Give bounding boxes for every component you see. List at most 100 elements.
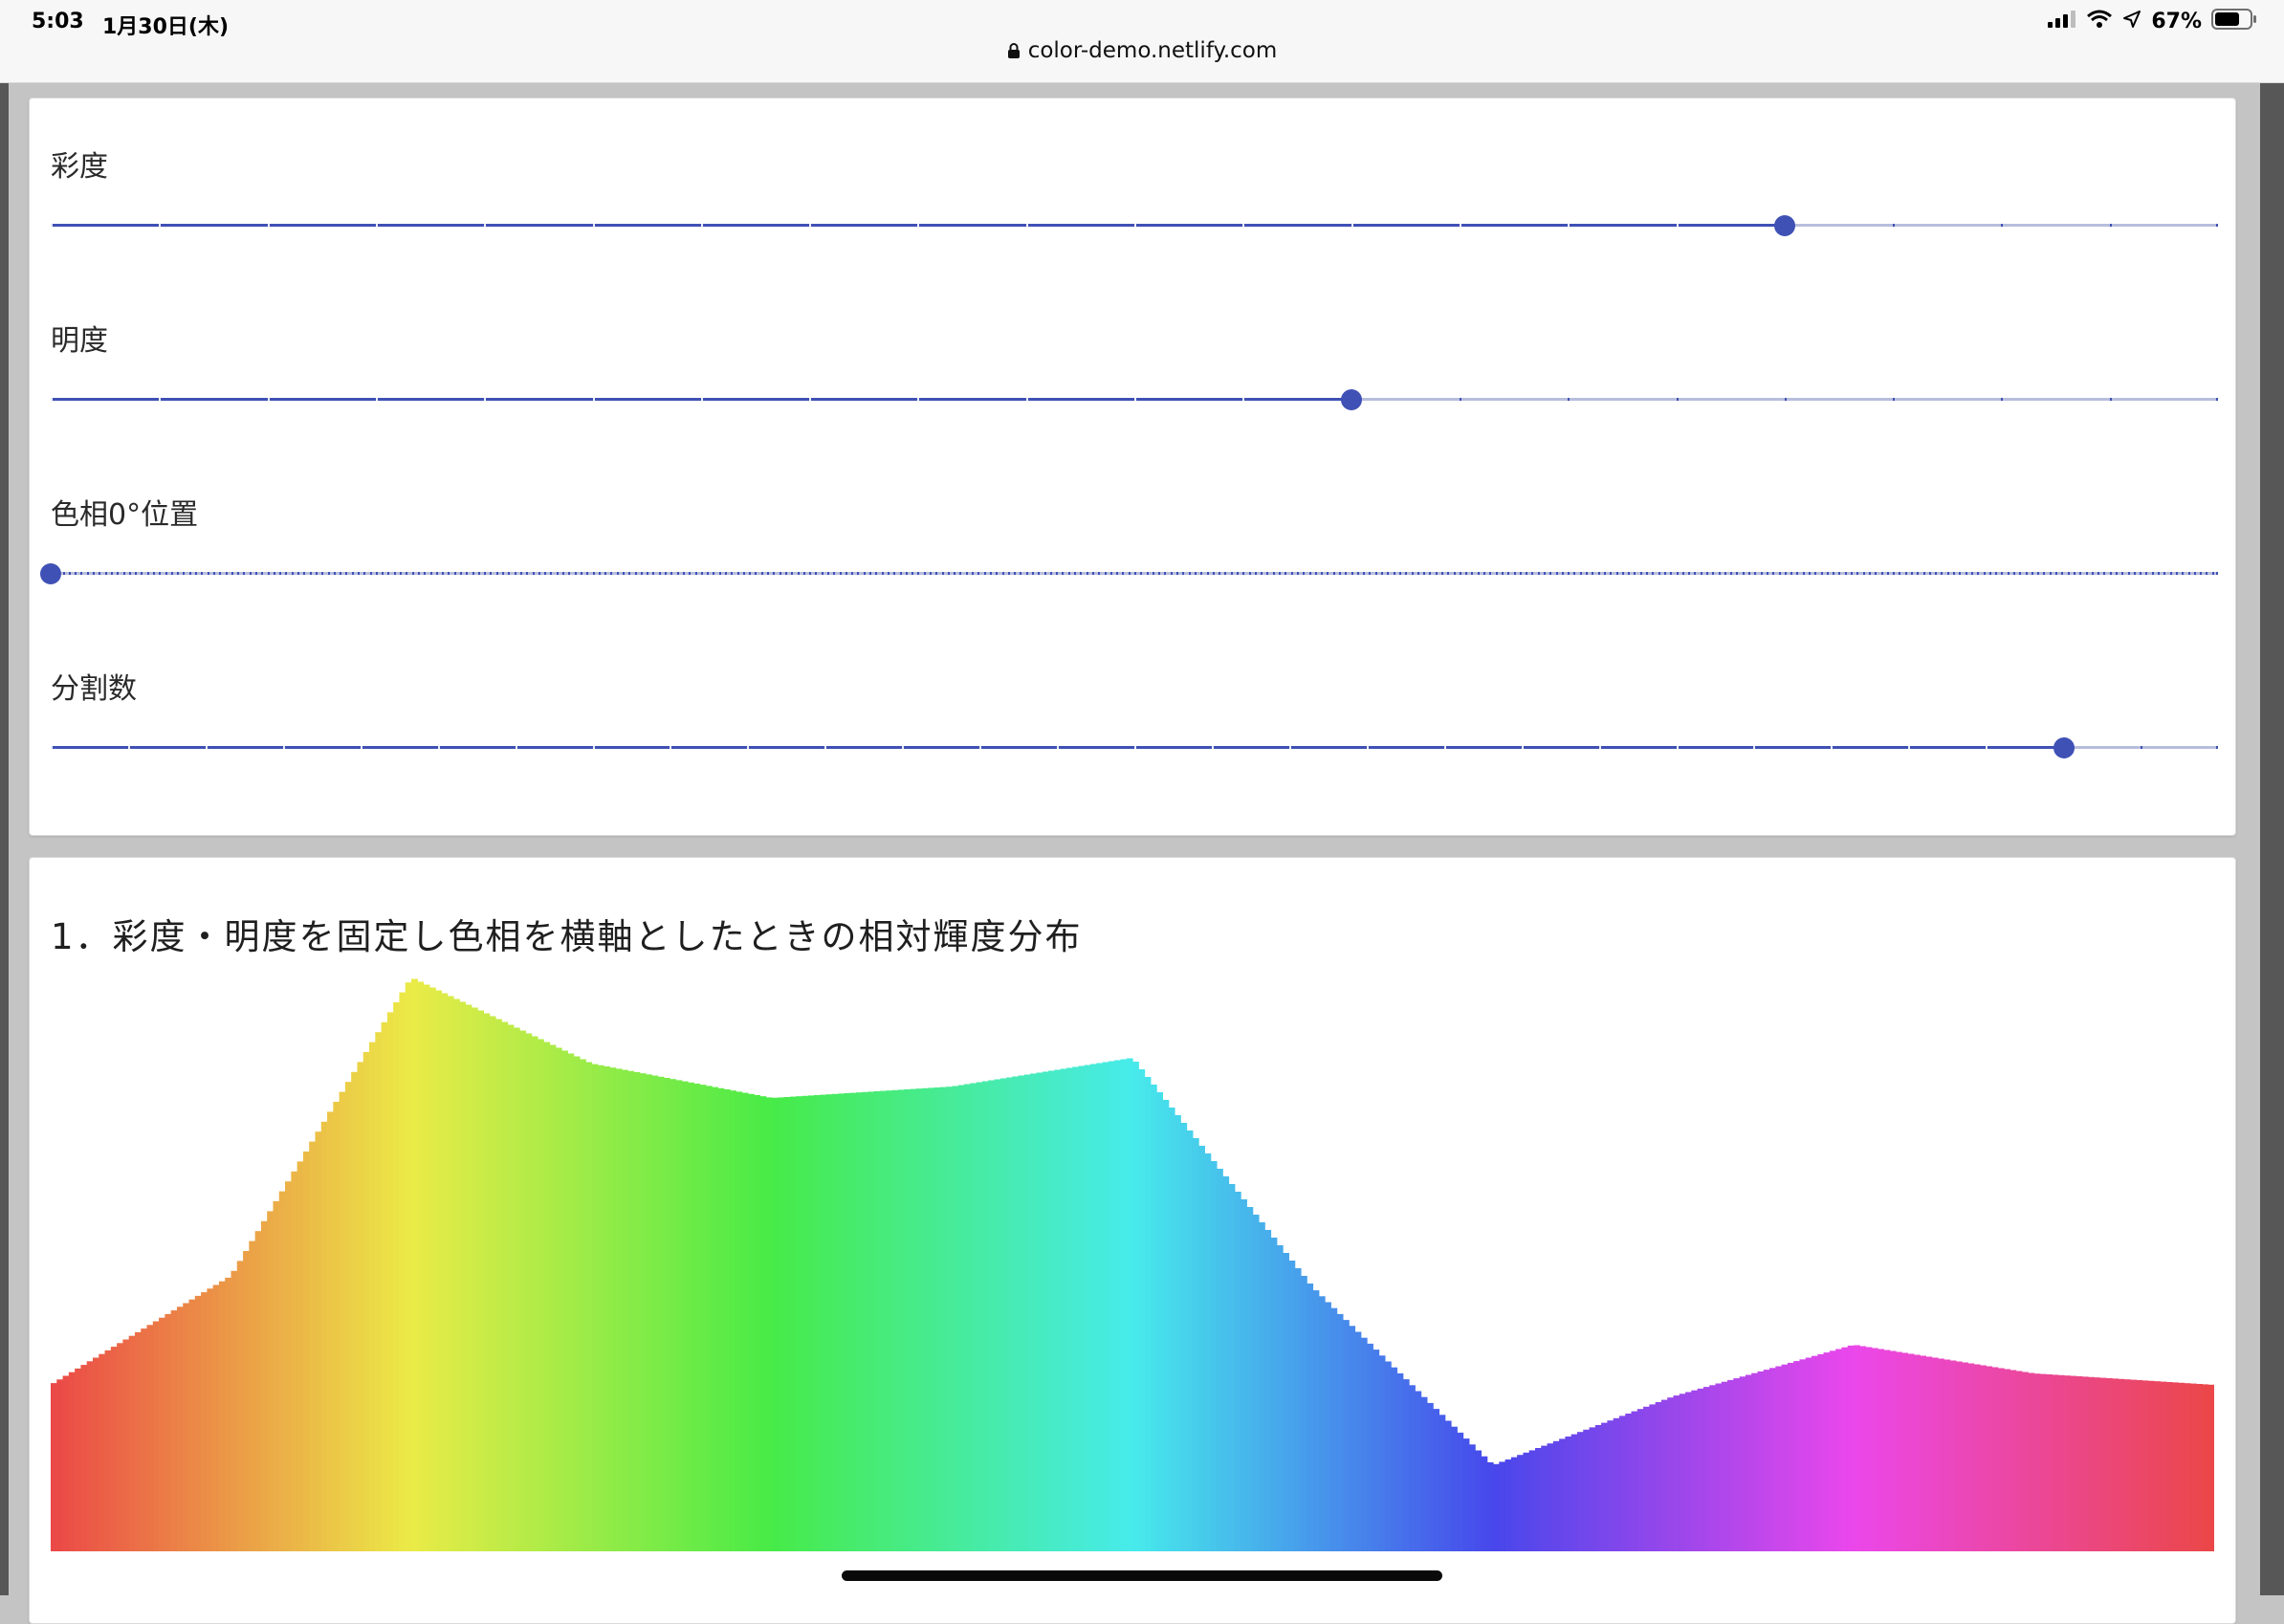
- luminance-bar: [1655, 1402, 1662, 1551]
- slider-tick: [243, 572, 246, 575]
- lightness-slider[interactable]: [51, 385, 2218, 414]
- slider-tick: [285, 572, 288, 575]
- luminance-bar: [1102, 1062, 1109, 1551]
- luminance-bar: [236, 1261, 244, 1551]
- luminance-area-chart: [51, 978, 2214, 1551]
- slider-tick: [1327, 572, 1329, 575]
- slider-tick: [153, 572, 155, 575]
- luminance-bar: [1949, 1360, 1957, 1551]
- slider-tick: [1134, 224, 1136, 227]
- slider-tick: [935, 572, 938, 575]
- luminance-bar: [910, 1088, 917, 1551]
- luminance-bar: [339, 1091, 346, 1551]
- luminance-bar: [1991, 1367, 1999, 1551]
- luminance-bar: [333, 1102, 340, 1551]
- luminance-bar: [2057, 1374, 2065, 1551]
- slider-tick: [1784, 572, 1787, 575]
- slider-tick: [2001, 572, 2004, 575]
- slider-tick: [351, 572, 354, 575]
- slider-tick: [1526, 572, 1528, 575]
- slider-tick: [1862, 572, 1865, 575]
- slider-thumb[interactable]: [1340, 389, 1362, 410]
- slider-tick: [1411, 572, 1414, 575]
- slider-tick: [826, 572, 829, 575]
- slider-tick: [905, 572, 908, 575]
- hue-offset-slider[interactable]: [40, 560, 2218, 588]
- luminance-bar: [1799, 1359, 1807, 1551]
- slider-tick: [1056, 572, 1059, 575]
- saturation-slider[interactable]: [51, 211, 2218, 240]
- slider-tick: [2127, 572, 2130, 575]
- slider-thumb[interactable]: [2053, 737, 2075, 758]
- slider-thumb[interactable]: [40, 563, 61, 584]
- slider-tick: [1893, 572, 1896, 575]
- slider-tick: [477, 572, 480, 575]
- slider-tick: [977, 572, 980, 575]
- slider-tick: [809, 572, 812, 575]
- luminance-bar: [789, 1096, 797, 1551]
- slider-tick: [1405, 572, 1408, 575]
- luminance-bar: [1937, 1358, 1944, 1551]
- slider-tick: [1586, 572, 1589, 575]
- luminance-bar: [670, 1079, 677, 1551]
- slider-tick: [1224, 572, 1227, 575]
- slider-tick: [2182, 572, 2185, 575]
- slider-tick: [634, 572, 637, 575]
- slider-tick: [51, 746, 53, 749]
- luminance-bar: [2130, 1379, 2137, 1551]
- slider-tick: [2193, 572, 2196, 575]
- luminance-bar: [1204, 1153, 1212, 1551]
- slider-tick: [1796, 572, 1799, 575]
- luminance-bar: [1096, 1063, 1104, 1551]
- slider-tick: [863, 572, 866, 575]
- slider-tick: [2158, 572, 2161, 575]
- slider-tick: [159, 224, 162, 227]
- slider-tick: [538, 572, 540, 575]
- luminance-bar: [1721, 1381, 1728, 1551]
- slider-tick: [1521, 746, 1524, 749]
- slider-tick: [1953, 572, 1956, 575]
- luminance-bar: [1589, 1427, 1596, 1551]
- slider-tick: [1986, 746, 1988, 749]
- address-bar[interactable]: color-demo.netlify.com: [0, 38, 2284, 65]
- slider-tick: [1387, 572, 1390, 575]
- slider-tick: [2019, 572, 2022, 575]
- slider-tick: [1363, 572, 1366, 575]
- slider-tick: [1766, 572, 1768, 575]
- slider-tick: [128, 572, 131, 575]
- saturation-label: 彩度: [51, 150, 108, 184]
- luminance-bar: [285, 1181, 292, 1551]
- slider-tick: [747, 746, 750, 749]
- luminance-bar: [1835, 1349, 1843, 1551]
- slider-tick: [495, 572, 498, 575]
- luminance-bar: [1636, 1409, 1644, 1551]
- slider-tick: [363, 572, 366, 575]
- slider-tick: [1802, 572, 1805, 575]
- slider-tick: [51, 224, 53, 227]
- luminance-bar: [1739, 1376, 1746, 1551]
- slider-tick: [2067, 572, 2070, 575]
- slider-tick: [700, 224, 703, 227]
- divisions-slider[interactable]: [51, 734, 2218, 762]
- luminance-bar: [117, 1343, 123, 1551]
- slider-tick: [1760, 572, 1763, 575]
- slider-thumb[interactable]: [1773, 215, 1795, 236]
- home-indicator[interactable]: [842, 1570, 1442, 1581]
- slider-tick: [1351, 224, 1353, 227]
- slider-tick: [1062, 572, 1065, 575]
- luminance-bar: [1787, 1362, 1794, 1551]
- slider-tick: [135, 572, 138, 575]
- luminance-bar: [212, 1284, 220, 1551]
- slider-tick: [2216, 572, 2218, 575]
- lock-icon: [1007, 40, 1021, 65]
- luminance-bar: [2081, 1376, 2089, 1551]
- slider-tick: [519, 572, 522, 575]
- slider-tick: [532, 572, 535, 575]
- slider-tick: [267, 572, 270, 575]
- slider-tick: [1676, 572, 1679, 575]
- luminance-bar: [141, 1328, 148, 1551]
- slider-tick: [598, 572, 601, 575]
- slider-tick: [2103, 572, 2106, 575]
- luminance-bar: [952, 1086, 959, 1551]
- luminance-bar: [825, 1094, 833, 1551]
